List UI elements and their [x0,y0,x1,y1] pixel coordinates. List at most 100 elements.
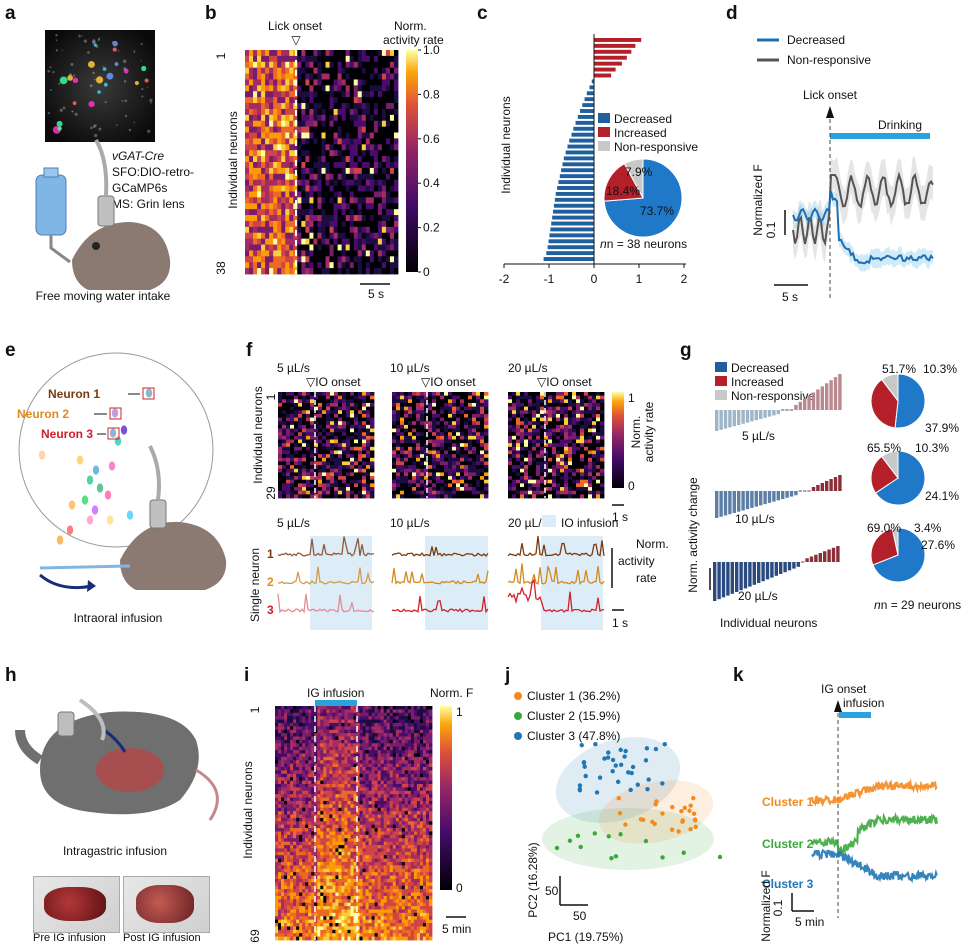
heatmap-cell [330,435,335,440]
heatmap-cell [381,262,387,269]
heatmap-cell [325,97,330,104]
heatmap-cell [436,435,441,440]
heatmap-cell [432,424,437,429]
heatmap-cell [329,767,333,771]
heatmap-cell [385,244,391,251]
heatmap-cell [281,250,286,257]
heatmap-cell [245,97,250,104]
heatmap-cell [309,50,314,57]
heatmap-cell [285,85,290,92]
heatmap-cell [285,262,290,269]
heatmap-cell [273,156,278,163]
heatmap-cell [366,410,371,415]
heatmap-cell [334,428,339,433]
heatmap-cell [314,487,319,492]
heatmap-cell [401,763,406,768]
heatmap-cell [290,746,294,751]
bar-decreased [728,491,732,515]
heatmap-cell [600,468,605,473]
heatmap-cell [383,767,388,771]
heatmap-cell [381,197,387,204]
heatmap-cell [329,85,334,92]
heatmap-cell [556,421,561,426]
heatmap-cell [393,91,399,98]
heatmap-cell [544,392,549,397]
heatmap-cell [377,232,383,240]
heatmap-cell [281,73,286,80]
heatmap-cell [532,432,537,437]
heatmap-cell [269,79,274,86]
heatmap-cell [370,406,375,411]
heatmap-cell [540,439,545,444]
bar-increased [816,485,820,491]
heatmap-cell [321,120,326,128]
heatmap-cell [468,399,473,404]
heatmap-cell [332,722,336,727]
heatmap-cell [362,729,366,734]
heatmap-cell [294,494,299,499]
heatmap-cell [393,156,399,163]
heatmap-cell [408,402,413,408]
heatmap-cell [392,767,397,771]
heatmap-cell [249,244,254,251]
heatmap-cell [480,472,485,477]
heatmap-cell [335,726,339,731]
heatmap-cell [341,55,347,63]
heatmap-cell [325,232,330,240]
heatmap-cell [548,461,553,466]
heatmap-cell [548,392,553,397]
heatmap-cell [245,220,250,228]
heatmap-cell [412,472,417,477]
heatmap-cell [353,85,359,92]
heatmap-cell [249,85,254,92]
heatmap-cell [345,138,351,145]
heatmap-cell [392,753,397,758]
heatmap-cell [265,191,270,198]
heatmap-cell [373,220,379,228]
heatmap-cell [392,450,397,455]
heatmap-cell [353,268,359,275]
heatmap-cell [385,150,391,157]
heatmap-cell [371,760,376,765]
heatmap-cell [330,454,335,459]
heatmap-cell [576,417,581,422]
heatmap-cell [393,185,399,192]
heatmap-cell [245,79,250,86]
heatmap-cell [249,197,254,204]
heatmap-cell [432,472,437,477]
heatmap-cell [338,402,343,408]
heatmap-cell [353,215,359,222]
heatmap-cell [389,712,394,717]
heatmap-cell [353,220,359,228]
pie2-label-decreased: 65.5% [867,441,901,455]
heatmap-cell [273,73,278,80]
heatmap-cell [261,55,266,63]
heatmap-cell [412,487,417,492]
panel-c-n-label: nn = 38 neurons [600,237,687,251]
heatmap-cell [282,487,287,492]
heatmap-cell [369,156,375,163]
bar-decreased [750,491,754,508]
heatmap-cell [275,760,279,765]
heatmap-cell [317,203,322,210]
heatmap-cell [245,244,250,251]
heatmap-cell [468,410,473,415]
heatmap-cell [281,750,285,754]
heatmap-cell [294,487,299,492]
heatmap-cell [297,126,302,133]
heatmap-cell [301,167,306,175]
fov-speckle [47,69,51,73]
heatmap-cell [305,220,310,228]
heatmap-cell [460,490,465,495]
heatmap-cell [297,97,302,104]
heatmap-cell [389,156,395,163]
heatmap-cell [370,439,375,444]
heatmap-cell [358,413,363,418]
heatmap-cell [275,712,279,717]
heatmap-cell [389,753,394,758]
heatmap-cell [377,756,382,761]
heatmap-cell [564,417,569,422]
heatmap-cell [362,483,367,488]
heatmap-cell [281,185,286,192]
